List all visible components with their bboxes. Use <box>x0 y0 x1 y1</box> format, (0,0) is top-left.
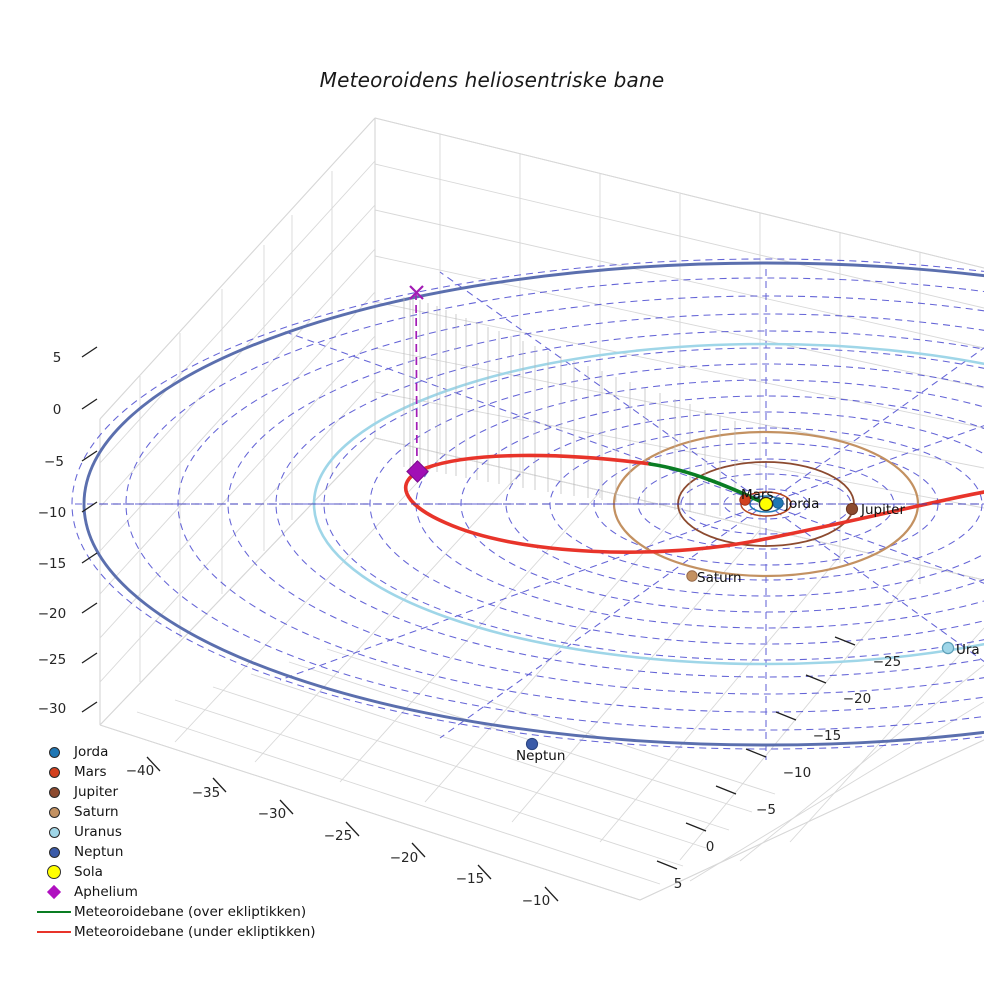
marker-jupiter <box>845 502 859 516</box>
legend-label: Neptun <box>74 844 124 860</box>
legend-item-uranus[interactable]: Uranus <box>34 822 364 842</box>
aphelion-dashed-line <box>415 291 418 471</box>
legend-label: Aphelium <box>74 884 138 900</box>
legend-label: Jupiter <box>74 784 119 800</box>
marker-jorda <box>772 497 784 509</box>
meteoroid-orbit-over <box>648 462 768 506</box>
marker-uranus <box>941 641 955 655</box>
legend-item-mars[interactable]: Mars <box>34 762 364 782</box>
z-axis-tick-labels: 5 0 −5 −10 −15 −20 −25 −30 <box>38 350 67 717</box>
legend-item-sola[interactable]: Sola <box>34 862 364 882</box>
label-neptun: Neptun <box>516 748 565 764</box>
marker-neptun <box>525 737 539 751</box>
axes-grid-floor <box>99 437 984 901</box>
uranus-marker-icon <box>34 826 74 838</box>
marker-mars <box>739 494 751 506</box>
tick-marks <box>81 346 856 902</box>
legend-label: Meteoroidebane (under ekliptikken) <box>74 924 316 940</box>
x-tick: −15 <box>456 871 485 887</box>
legend-label: Saturn <box>74 804 119 820</box>
y-tick: −25 <box>873 654 902 670</box>
legend-label: Uranus <box>74 824 122 840</box>
y-tick: 0 <box>706 839 715 855</box>
meteoroid-stems <box>403 297 736 518</box>
red-line-swatch-icon <box>34 931 74 933</box>
x-tick: −10 <box>522 893 551 909</box>
label-uranus: Ura <box>956 642 980 658</box>
legend-item-neptun[interactable]: Neptun <box>34 842 364 862</box>
aphelion-group <box>406 285 429 483</box>
legend-label: Mars <box>74 764 107 780</box>
legend-item-aphelium[interactable]: Aphelium <box>34 882 364 902</box>
legend-item-jorda[interactable]: Jorda <box>34 742 364 762</box>
z-tick: 5 <box>53 350 62 366</box>
y-tick: 5 <box>674 876 683 892</box>
saturn-marker-icon <box>34 806 74 818</box>
legend-item-meteoroid-under[interactable]: Meteoroidebane (under ekliptikken) <box>34 922 364 942</box>
label-jorda: Jorda <box>784 496 819 512</box>
marker-saturn <box>686 570 698 582</box>
z-tick: 0 <box>53 402 62 418</box>
z-tick: −10 <box>38 505 67 521</box>
mars-marker-icon <box>34 766 74 778</box>
z-tick: −20 <box>38 606 67 622</box>
legend-item-saturn[interactable]: Saturn <box>34 802 364 822</box>
meteoroid-orbit-under <box>404 453 984 554</box>
z-tick: −30 <box>38 701 67 717</box>
y-tick: −5 <box>756 802 776 818</box>
neptun-marker-icon <box>34 846 74 858</box>
z-tick: −5 <box>44 454 64 470</box>
z-tick: −15 <box>38 556 67 572</box>
aphelium-diamond-icon <box>34 884 74 900</box>
x-axis-tick-labels: −40 −35 −30 −25 −20 −15 −10 <box>126 763 551 909</box>
legend-label: Sola <box>74 864 103 880</box>
x-tick: −40 <box>126 763 155 779</box>
marker-sola <box>758 496 774 512</box>
y-tick: −20 <box>843 691 872 707</box>
z-tick: −25 <box>38 652 67 668</box>
legend: Jorda Mars Jupiter Saturn Uranus Ne <box>34 742 364 942</box>
x-tick: −30 <box>258 806 287 822</box>
y-axis-tick-labels: −25 −20 −15 −10 −5 0 5 <box>674 654 902 892</box>
axes-grid-floor-right <box>639 627 984 901</box>
orbit-neptun <box>82 261 984 747</box>
y-tick: −15 <box>813 728 842 744</box>
axes-grid-left-wall <box>99 117 376 726</box>
page-title: Meteoroidens heliosentriske bane <box>319 68 665 92</box>
y-tick: −10 <box>783 765 812 781</box>
sola-marker-icon <box>34 865 74 879</box>
aphelion-cross-icon <box>409 285 424 300</box>
planet-markers: Saturn Neptun Ura Jupiter Mars Jorda <box>516 487 980 764</box>
jupiter-marker-icon <box>34 786 74 798</box>
legend-item-jupiter[interactable]: Jupiter <box>34 782 364 802</box>
green-line-swatch-icon <box>34 911 74 913</box>
x-tick: −35 <box>192 785 221 801</box>
legend-label: Jorda <box>74 744 109 760</box>
jorda-marker-icon <box>34 746 74 758</box>
x-tick: −20 <box>390 850 419 866</box>
aphelion-diamond-marker <box>406 460 429 483</box>
x-tick: −25 <box>324 828 353 844</box>
legend-item-meteoroid-over[interactable]: Meteoroidebane (over ekliptikken) <box>34 902 364 922</box>
legend-label: Meteoroidebane (over ekliptikken) <box>74 904 307 920</box>
label-saturn: Saturn <box>697 570 742 586</box>
label-jupiter: Jupiter <box>860 502 905 518</box>
